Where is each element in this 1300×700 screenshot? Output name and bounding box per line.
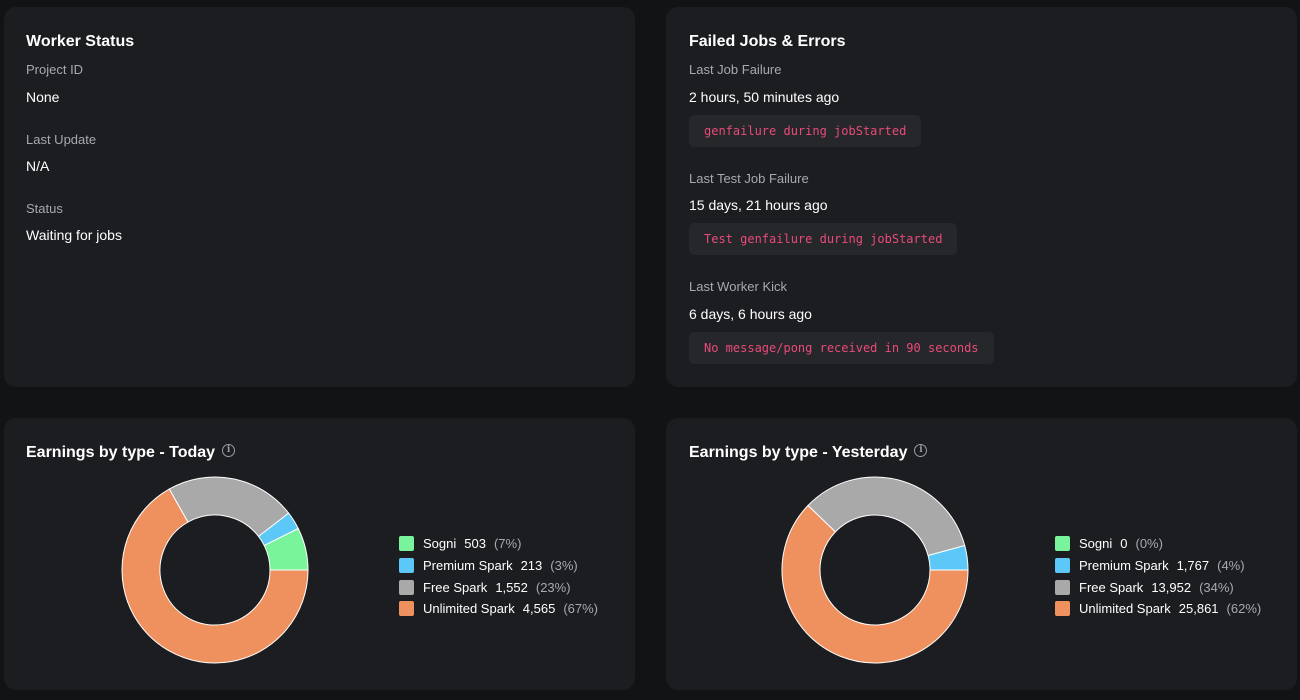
legend-swatch xyxy=(399,558,414,574)
legend-swatch xyxy=(1055,558,1070,574)
last-worker-kick-time: 6 days, 6 hours ago xyxy=(689,306,812,322)
legend-item-free-spark[interactable]: Free Spark 13,952 (34%) xyxy=(1055,576,1261,598)
legend-item-premium-spark[interactable]: Premium Spark 213 (3%) xyxy=(399,555,598,577)
legend-item-unlimited-spark[interactable]: Unlimited Spark 25,861 (62%) xyxy=(1055,598,1261,620)
earnings-yesterday-title-text: Earnings by type - Yesterday xyxy=(689,444,908,461)
legend-item-sogni[interactable]: Sogni 0 (0%) xyxy=(1055,533,1261,555)
last-job-failure-label: Last Job Failure xyxy=(689,62,782,77)
last-worker-kick-message: No message/pong received in 90 seconds xyxy=(689,332,994,364)
info-icon[interactable]: i xyxy=(222,444,236,458)
legend-swatch xyxy=(1055,579,1070,595)
legend-value: 1,552 xyxy=(495,579,528,595)
status-value: Waiting for jobs xyxy=(26,227,122,243)
legend-percent: (0%) xyxy=(1135,536,1163,552)
legend-label: Unlimited Spark xyxy=(1079,601,1171,617)
legend-percent: (3%) xyxy=(550,558,578,574)
last-test-job-failure-label: Last Test Job Failure xyxy=(689,171,809,186)
last-job-failure-message: genfailure during jobStarted xyxy=(689,115,922,147)
legend-swatch xyxy=(399,601,414,617)
legend-item-sogni[interactable]: Sogni 503 (7%) xyxy=(399,533,598,555)
legend-label: Sogni xyxy=(1079,536,1113,552)
worker-status-card: Worker Status Project ID None Last Updat… xyxy=(4,7,635,387)
legend-swatch xyxy=(399,536,414,552)
legend-value: 503 xyxy=(464,536,486,552)
status-label: Status xyxy=(26,201,63,216)
legend-percent: (23%) xyxy=(535,579,571,595)
earnings-today-card: Earnings by type - Today i Sogni 503 (7%) Pr… xyxy=(4,418,635,690)
legend-value: 1,767 xyxy=(1176,558,1210,574)
earnings-yesterday-title: Earnings by type - Yesterday i xyxy=(689,444,928,462)
legend-label: Free Spark xyxy=(423,579,488,595)
earnings-today-donut xyxy=(121,476,309,664)
earnings-yesterday-legend: Sogni 0 (0%) Premium Spark 1,767 (4%) Free Spa… xyxy=(1055,533,1261,620)
last-job-failure-time: 2 hours, 50 minutes ago xyxy=(689,89,840,105)
earnings-today-title: Earnings by type - Today i xyxy=(26,444,236,462)
info-icon[interactable]: i xyxy=(914,444,928,458)
legend-percent: (34%) xyxy=(1199,579,1234,595)
legend-percent: (4%) xyxy=(1217,558,1245,574)
last-update-value: N/A xyxy=(26,158,50,174)
legend-swatch xyxy=(1055,601,1070,617)
legend-item-premium-spark[interactable]: Premium Spark 1,767 (4%) xyxy=(1055,555,1261,577)
legend-value: 13,952 xyxy=(1151,579,1192,595)
earnings-today-title-text: Earnings by type - Today xyxy=(26,444,216,461)
legend-percent: (62%) xyxy=(1226,601,1262,617)
legend-label: Premium Spark xyxy=(1079,558,1169,574)
legend-swatch xyxy=(399,579,414,595)
earnings-yesterday-card: Earnings by type - Yesterday i Sogni 0 (0%)… xyxy=(666,418,1297,690)
earnings-yesterday-donut xyxy=(781,476,969,664)
legend-item-free-spark[interactable]: Free Spark 1,552 (23%) xyxy=(399,576,598,598)
legend-value: 4,565 xyxy=(522,601,556,617)
donut-slice-free-spark[interactable] xyxy=(807,476,966,557)
last-worker-kick-label: Last Worker Kick xyxy=(689,279,788,294)
failed-jobs-title: Failed Jobs & Errors xyxy=(689,33,846,50)
legend-label: Free Spark xyxy=(1079,579,1144,595)
project-id-label: Project ID xyxy=(26,62,84,77)
last-test-job-failure-time: 15 days, 21 hours ago xyxy=(689,197,828,213)
legend-label: Unlimited Spark xyxy=(423,601,515,617)
project-id-value: None xyxy=(26,89,60,105)
earnings-today-legend: Sogni 503 (7%) Premium Spark 213 (3%) Free Spa… xyxy=(399,533,598,620)
legend-value: 25,861 xyxy=(1178,601,1219,617)
legend-value: 0 xyxy=(1120,536,1128,552)
legend-percent: (67%) xyxy=(563,601,598,617)
last-update-label: Last Update xyxy=(26,132,97,147)
legend-swatch xyxy=(1055,536,1070,552)
donut-slice-free-spark[interactable] xyxy=(168,476,290,538)
worker-status-title: Worker Status xyxy=(26,33,135,50)
legend-percent: (7%) xyxy=(493,536,522,552)
donut-slice-unlimited-spark[interactable] xyxy=(781,504,969,664)
legend-label: Sogni xyxy=(423,536,457,552)
last-test-job-failure-message: Test genfailure during jobStarted xyxy=(689,223,958,255)
legend-label: Premium Spark xyxy=(423,558,513,574)
donut-slice-unlimited-spark[interactable] xyxy=(121,488,309,664)
failed-jobs-card: Failed Jobs & Errors Last Job Failure 2 … xyxy=(666,7,1297,387)
legend-value: 213 xyxy=(520,558,543,574)
legend-item-unlimited-spark[interactable]: Unlimited Spark 4,565 (67%) xyxy=(399,598,598,620)
